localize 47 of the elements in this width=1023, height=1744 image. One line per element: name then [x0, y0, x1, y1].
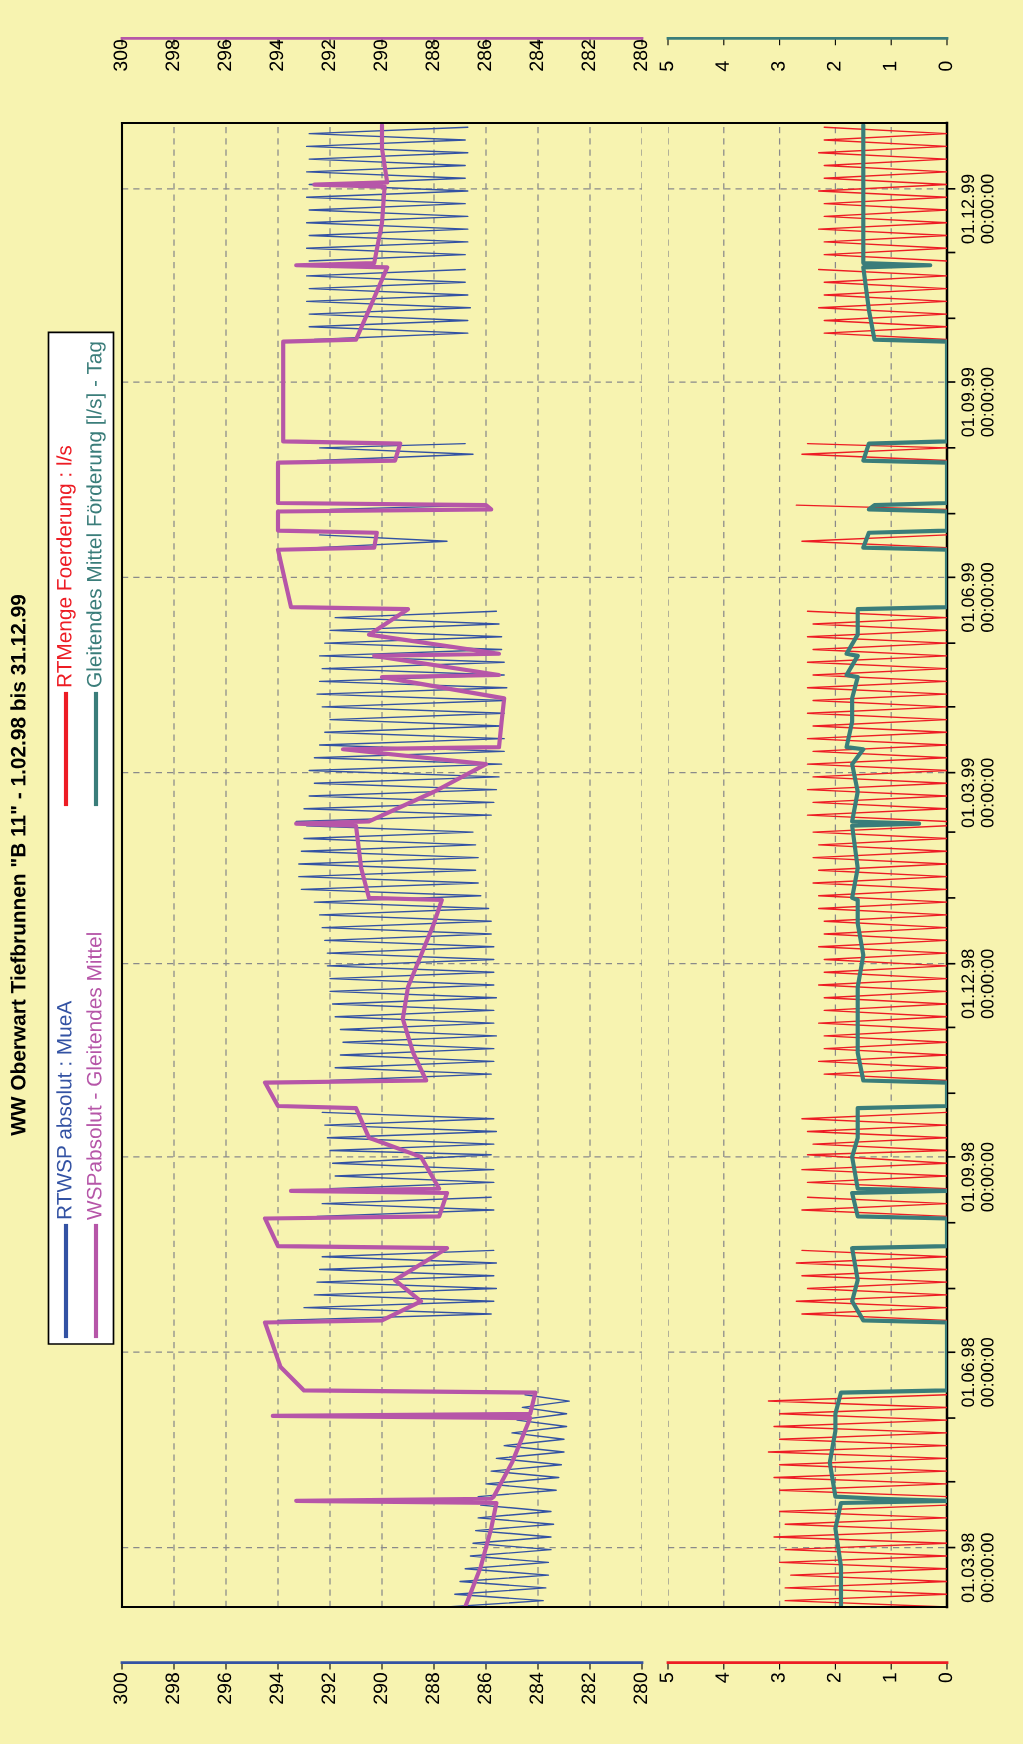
x2-tick-label: 284: [529, 1672, 544, 1704]
x-tick-label: 2: [826, 61, 841, 71]
x2-tick-label: 2: [826, 1673, 841, 1683]
x-tick-label: 294: [269, 39, 284, 71]
x-tick-label: 284: [529, 39, 544, 71]
x-tick-label: 280: [633, 39, 648, 71]
x2-tick-label: 0: [938, 1673, 953, 1683]
x-tick-label: 292: [321, 40, 336, 71]
text: RTWSP absolut : MueA: [56, 1000, 72, 1219]
x-tick-label: 298: [165, 40, 180, 71]
y-tick-label: 01.12.98 00:00:00: [961, 949, 994, 1019]
x-tick-label: 0: [938, 61, 953, 71]
x2-tick-label: 300: [113, 1673, 128, 1704]
x2-tick-label: 5: [659, 1673, 674, 1683]
x-tick-label: 286: [477, 40, 492, 71]
x2-tick-label: 286: [477, 1673, 492, 1704]
x2-tick-label: 292: [321, 1673, 336, 1704]
y-tick-label: 01.06.99 00:00:00: [961, 563, 994, 632]
x2-tick-label: 298: [165, 1673, 180, 1704]
y-tick-label: 01.03.98 00:00:00: [961, 1533, 994, 1603]
text: WSPabsolut - Gleitendes Mittel: [86, 933, 102, 1220]
x2-tick-label: 4: [715, 1672, 729, 1683]
x2-tick-label: 280: [633, 1673, 648, 1704]
y-tick-label: 01.06.98 00:00:00: [961, 1337, 994, 1407]
y-tick-label: 01.03.99 00:00:00: [961, 758, 994, 828]
x2-tick-label: 3: [771, 1673, 785, 1683]
x-tick-label: 5: [659, 61, 674, 71]
text: WW Oberwart Tiefbrunnen "B 11" - 1.02.98 bis 31.12.99: [10, 594, 26, 1136]
y-tick-label: 01.09.98 00:00:00: [961, 1142, 994, 1212]
x2-tick-label: 282: [581, 1673, 596, 1704]
x2-tick-label: 290: [373, 1673, 388, 1704]
x-tick-label: 290: [373, 39, 388, 71]
x2-tick-label: 1: [882, 1673, 897, 1682]
x2-tick-label: 296: [217, 1673, 232, 1704]
x-tick-label: 1: [882, 61, 897, 71]
x-tick-label: 300: [113, 39, 128, 71]
x-tick-label: 3: [771, 61, 785, 71]
x-tick-label: 4: [715, 61, 729, 72]
x2-tick-label: 288: [425, 1673, 440, 1704]
x-tick-label: 288: [425, 40, 440, 71]
x2-tick-label: 294: [269, 1672, 284, 1704]
x-tick-label: 282: [581, 40, 596, 71]
y-tick-label: 01.12.99 00:00:00: [961, 174, 994, 244]
y-tick-label: 01.09.99 00:00:00: [961, 367, 994, 437]
text: RTMenge Foerderung : l/s: [56, 445, 76, 687]
x-tick-label: 296: [217, 40, 232, 71]
text: Gleitendes Mittel Förderung [l/s] - Tag: [86, 342, 106, 687]
